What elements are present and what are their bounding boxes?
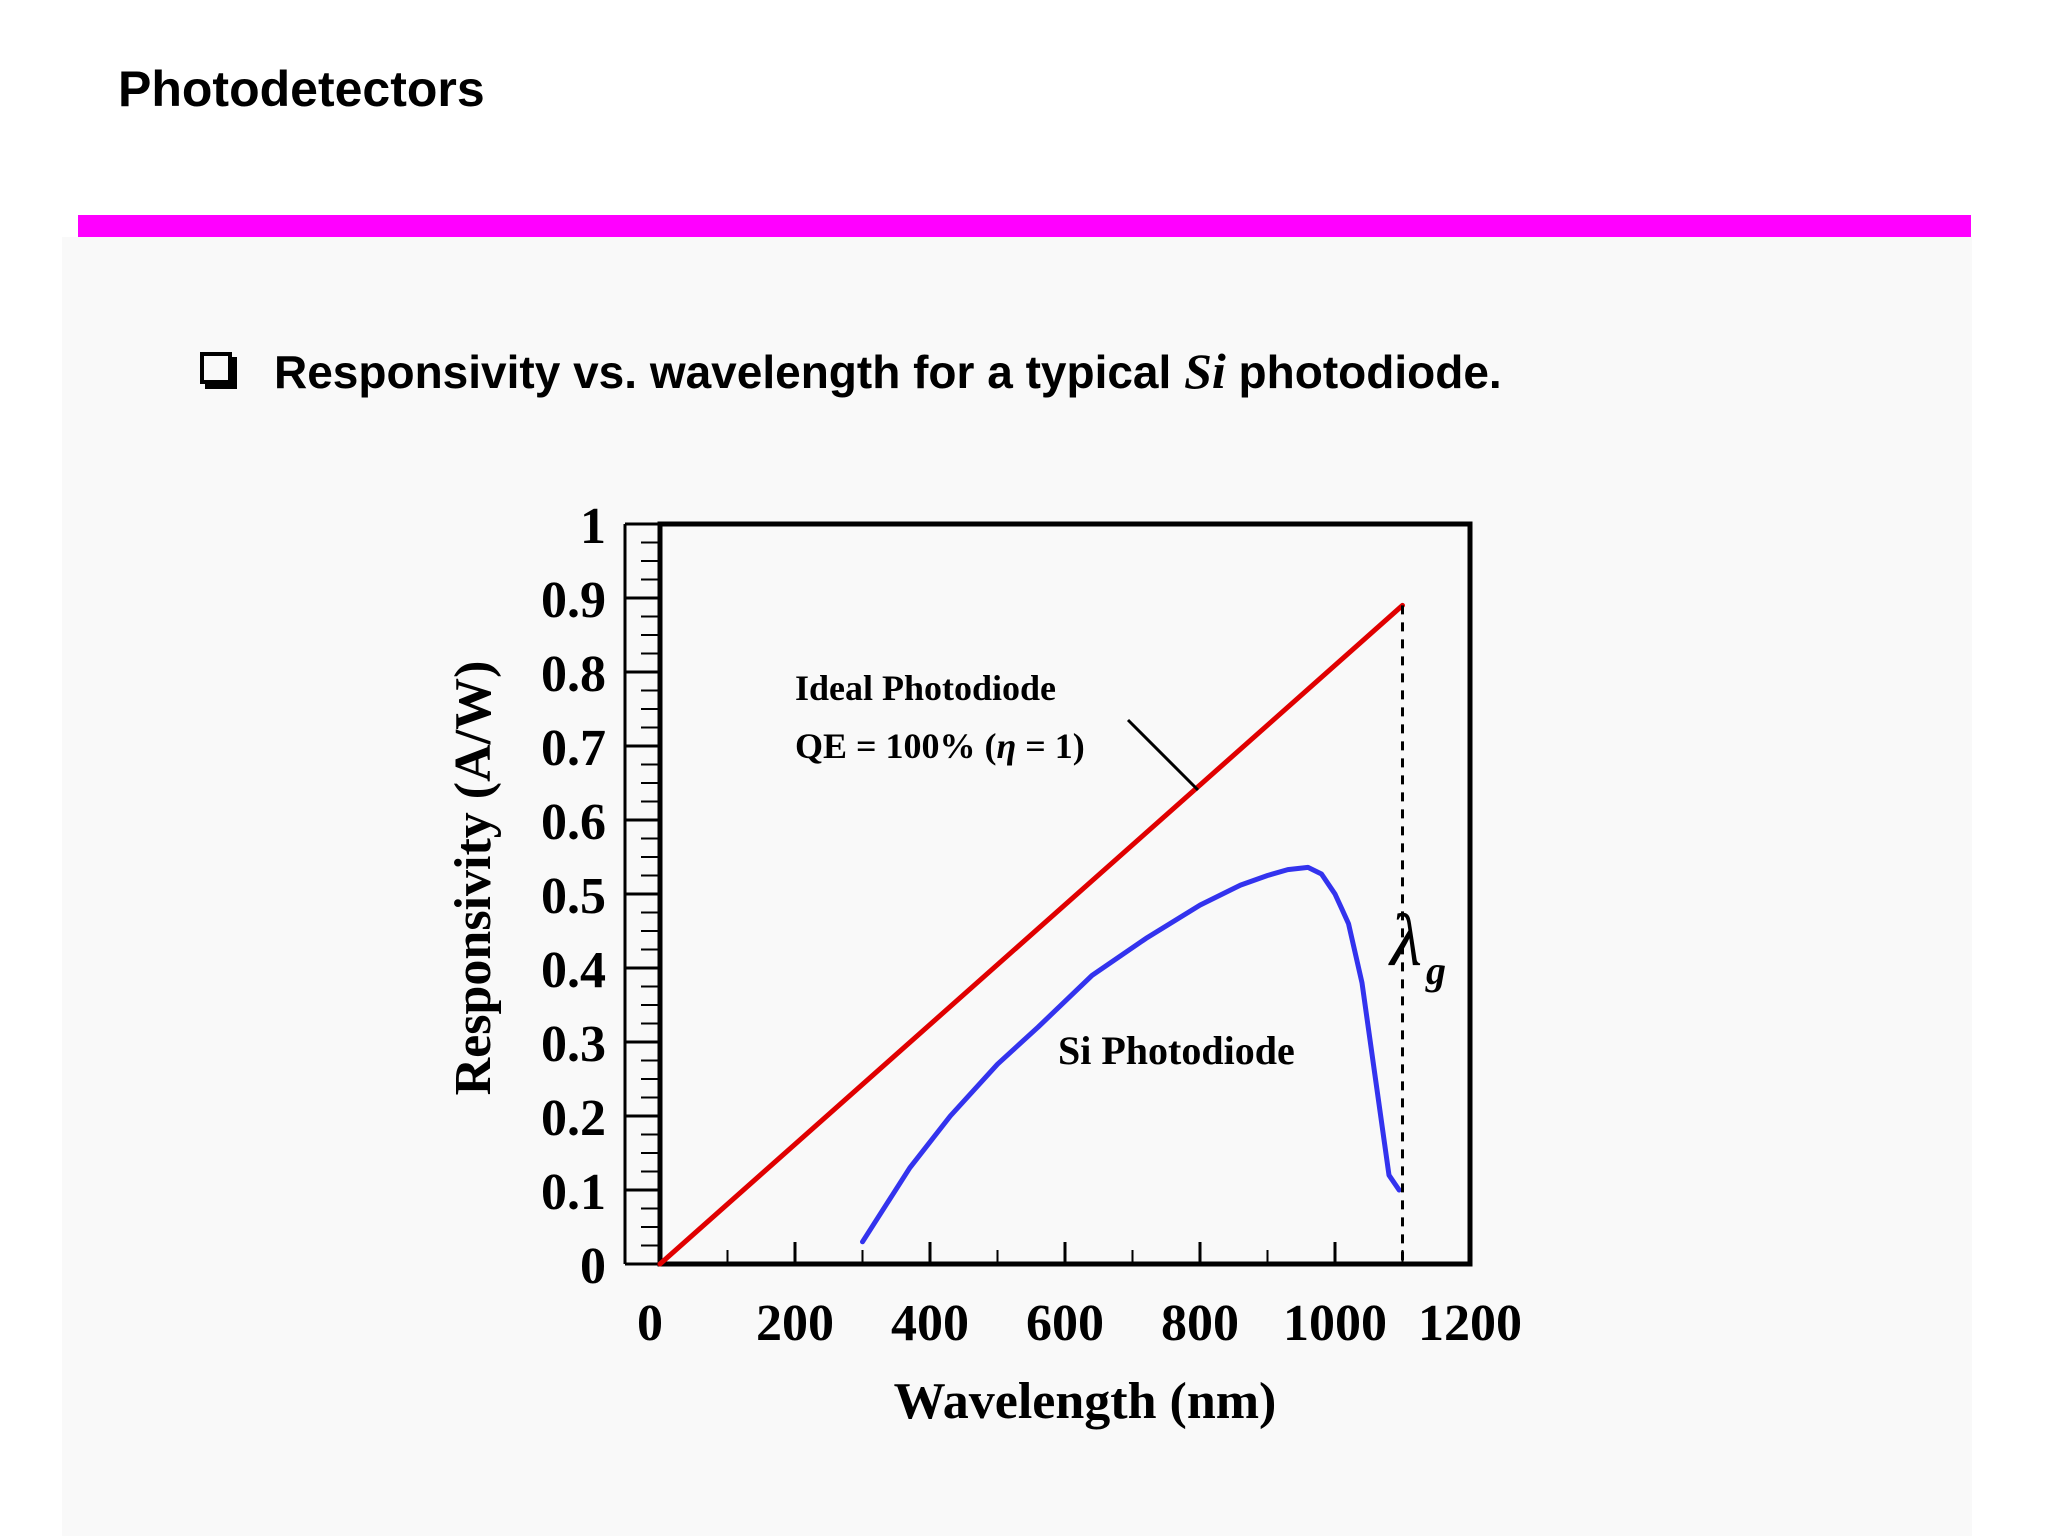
ideal-label-eta: η xyxy=(997,726,1017,766)
ideal-label-line2: QE = 100% (η = 1) xyxy=(795,726,1085,766)
x-axis-label: Wavelength (nm) xyxy=(894,1373,1277,1430)
title-divider-bar xyxy=(78,215,1971,237)
y-axis-label: Responsivity (A/W) xyxy=(445,661,502,1096)
y-tick-label: 1 xyxy=(580,498,606,555)
y-tick-label: 0.5 xyxy=(541,868,606,925)
x-tick-label: 200 xyxy=(756,1295,834,1352)
checkbox-bullet-icon xyxy=(200,352,232,384)
x-tick-label: 400 xyxy=(891,1295,969,1352)
y-tick-label: 0.4 xyxy=(541,942,606,999)
cutoff-lambda-subscript: g xyxy=(1425,948,1446,993)
ideal-label-line1: Ideal Photodiode xyxy=(795,668,1056,708)
y-tick-label: 0.6 xyxy=(541,794,606,851)
x-tick-label: 1200 xyxy=(1418,1295,1522,1352)
ideal-label-eta-value: = 1) xyxy=(1016,726,1085,766)
bullet-text-suffix: photodiode. xyxy=(1225,346,1502,398)
y-tick-label: 0.8 xyxy=(541,646,606,703)
y-tick-label: 0.9 xyxy=(541,572,606,629)
ideal-label-qe: QE = 100% ( xyxy=(795,726,997,766)
y-tick-label: 0.3 xyxy=(541,1016,606,1073)
bullet-text-si: Si xyxy=(1184,343,1226,399)
x-tick-label: 600 xyxy=(1026,1295,1104,1352)
slide-title: Photodetectors xyxy=(118,61,485,117)
si-photodiode-curve xyxy=(860,864,1402,1245)
content-area xyxy=(62,237,1972,1536)
bullet-text-prefix: Responsivity vs. wavelength for a typica… xyxy=(274,346,1185,398)
ideal-label-leader-line xyxy=(1126,718,1200,792)
bullet-text: Responsivity vs. wavelength for a typica… xyxy=(274,342,1502,400)
ideal-photodiode-line xyxy=(657,602,1405,1267)
y-tick-label: 0.2 xyxy=(541,1090,606,1147)
y-tick-label: 0 xyxy=(580,1238,606,1295)
y-tick-label: 0.1 xyxy=(541,1164,606,1221)
cutoff-lambda-symbol: λ xyxy=(1388,900,1422,982)
x-tick-label: 1000 xyxy=(1283,1295,1387,1352)
x-tick-label: 0 xyxy=(637,1295,663,1352)
y-tick-label: 0.7 xyxy=(541,720,606,777)
si-photodiode-label: Si Photodiode xyxy=(1058,1028,1295,1073)
x-tick-label: 800 xyxy=(1161,1295,1239,1352)
